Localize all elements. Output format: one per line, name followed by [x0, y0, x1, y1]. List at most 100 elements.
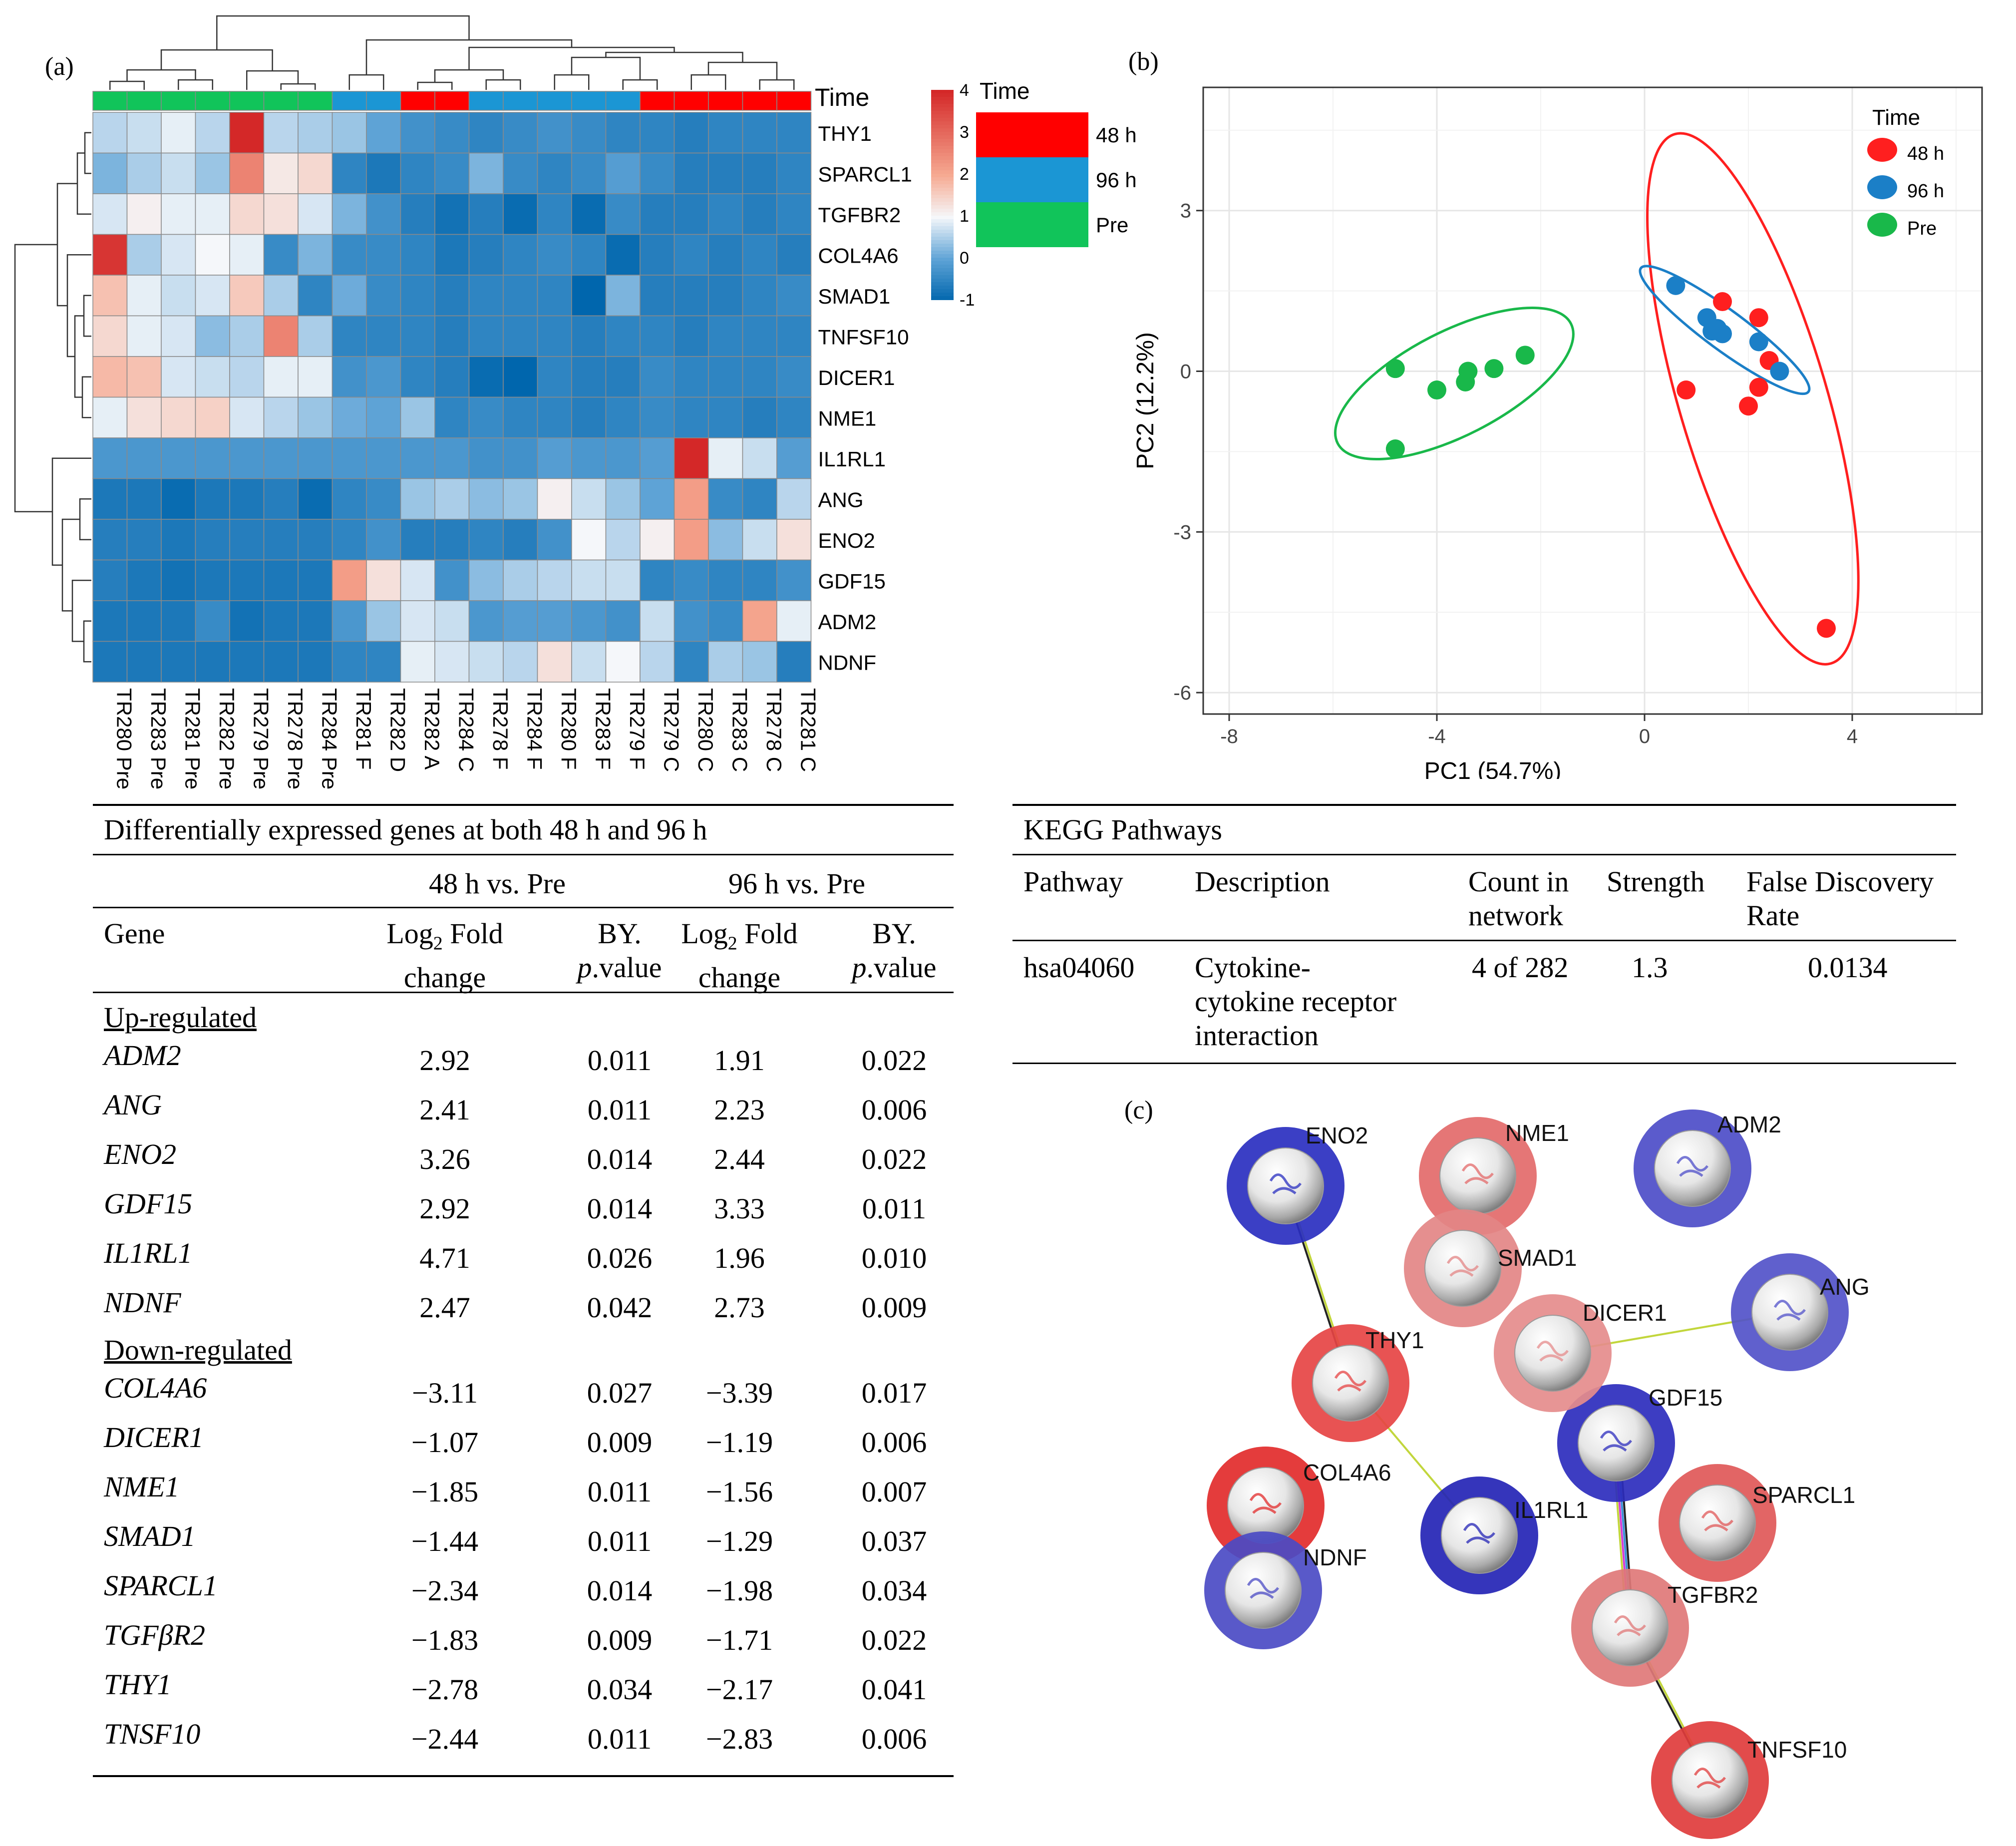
annotation-cell [229, 91, 265, 111]
gene-label: SPARCL1 [818, 162, 912, 186]
value-fc48: −2.44 [411, 1723, 479, 1755]
heatmap-cell [605, 112, 641, 154]
desc-line3: interaction [1195, 1019, 1319, 1052]
sample-label: TR281 C [796, 688, 820, 772]
heatmap-cell [503, 437, 538, 479]
node-label: SMAD1 [1498, 1245, 1577, 1271]
confidence-ellipse [1646, 132, 1860, 666]
annotation-cell [776, 91, 812, 111]
heatmap-cell [640, 396, 675, 438]
heatmap-cell [263, 152, 299, 194]
heatmap-cell [708, 641, 743, 683]
gene-name: COL4A6 [104, 1372, 207, 1404]
confidence-ellipse [1639, 265, 1811, 395]
protein-structure-icon [1249, 1493, 1282, 1514]
scale-band [931, 121, 954, 125]
heatmap-cell [776, 641, 812, 683]
heatmap-cell [640, 356, 675, 398]
heatmap-cell [332, 356, 367, 398]
protein-structure-icon [1701, 1510, 1733, 1532]
heatmap-cell [503, 193, 538, 235]
heatmap-cell [229, 356, 265, 398]
scale-band [931, 240, 954, 244]
y-tick-label: -6 [1173, 682, 1191, 704]
heatmap-cell [366, 234, 401, 276]
annotation-cell [673, 91, 709, 111]
heatmap-cell [229, 275, 265, 317]
value-p48: 0.042 [587, 1291, 653, 1324]
heatmap-cell [298, 112, 333, 154]
annotation-cell [537, 91, 572, 111]
heatmap-cell [332, 112, 367, 154]
protein-structure-icon [1247, 1578, 1279, 1599]
heatmap-cell [229, 641, 265, 683]
value-fc48: −2.34 [411, 1574, 479, 1607]
table-rule-top [93, 804, 954, 806]
heatmap-cell [366, 396, 401, 438]
heatmap-cell [434, 275, 470, 317]
heatmap-cell [400, 152, 435, 194]
heatmap-cell [400, 315, 435, 357]
heatmap-cell [298, 275, 333, 317]
fc-log: Log [386, 917, 433, 950]
network-node: NME1 [1419, 1117, 1569, 1235]
table-rule [93, 907, 954, 908]
gene-name: GDF15 [104, 1187, 193, 1220]
scale-band [931, 233, 954, 237]
scale-band [931, 184, 954, 188]
heatmap-cell [263, 641, 299, 683]
heatmap-cell [605, 356, 641, 398]
gene-name: TGFβR2 [104, 1619, 205, 1651]
heatmap-cell [195, 600, 230, 642]
heatmap-cell [298, 315, 333, 357]
heatmap-cell [92, 112, 128, 154]
scale-band [931, 146, 954, 150]
pca-legend-label: 48 h [1907, 143, 1944, 164]
heatmap-cell [400, 193, 435, 235]
gene-labels: THY1 SPARCL1 TGFBR2 COL4A6 SMAD1 TNFSF10 DICER… [818, 122, 912, 675]
heatmap-cell [571, 600, 607, 642]
heatmap-cell [605, 234, 641, 276]
heatmap-cell [605, 437, 641, 479]
heatmap-cell [503, 112, 538, 154]
node-sphere [1672, 1742, 1748, 1819]
heatmap-cell [366, 315, 401, 357]
heatmap-cell [673, 559, 709, 601]
kegg-count: 4 of 282 [1472, 951, 1569, 984]
heatmap-cell [742, 193, 777, 235]
protein-structure-icon [1446, 1256, 1479, 1277]
heatmap-cell [263, 356, 299, 398]
heatmap-cell [434, 234, 470, 276]
panel-label-c: (c) [1124, 1096, 1153, 1124]
table-rule-top [1012, 804, 1956, 806]
heatmap-cell [229, 234, 265, 276]
sample-label: TR281 F [352, 688, 375, 769]
heatmap-cell [571, 193, 607, 235]
heatmap-cell [742, 234, 777, 276]
value-p96: 0.007 [861, 1476, 927, 1508]
value-p96: 0.010 [861, 1242, 927, 1274]
time-annotation-label: Time [815, 83, 869, 111]
pca-legend: Time 48 h 96 h Pre [1867, 105, 1944, 239]
scale-band [931, 153, 954, 157]
sample-label: TR279 Pre [249, 688, 273, 789]
heatmap-cell [161, 641, 196, 683]
heatmap-cell [161, 275, 196, 317]
heatmap-cell [229, 600, 265, 642]
heatmap-cell [400, 112, 435, 154]
heatmap-cell [400, 478, 435, 520]
heatmap-cell [195, 478, 230, 520]
heatmap-cell [537, 112, 572, 154]
scale-band [931, 261, 954, 265]
heatmap-cell [605, 275, 641, 317]
heatmap-cell [161, 600, 196, 642]
heatmap-cell [126, 437, 162, 479]
value-fc96: 2.44 [714, 1143, 765, 1175]
fc-sub: 2 [433, 933, 443, 954]
heatmap-cell [400, 234, 435, 276]
heatmap-cell [673, 315, 709, 357]
heatmap-cell [126, 559, 162, 601]
heatmap-cell [503, 519, 538, 561]
node-sphere [1439, 1137, 1516, 1214]
heatmap-cell [571, 356, 607, 398]
